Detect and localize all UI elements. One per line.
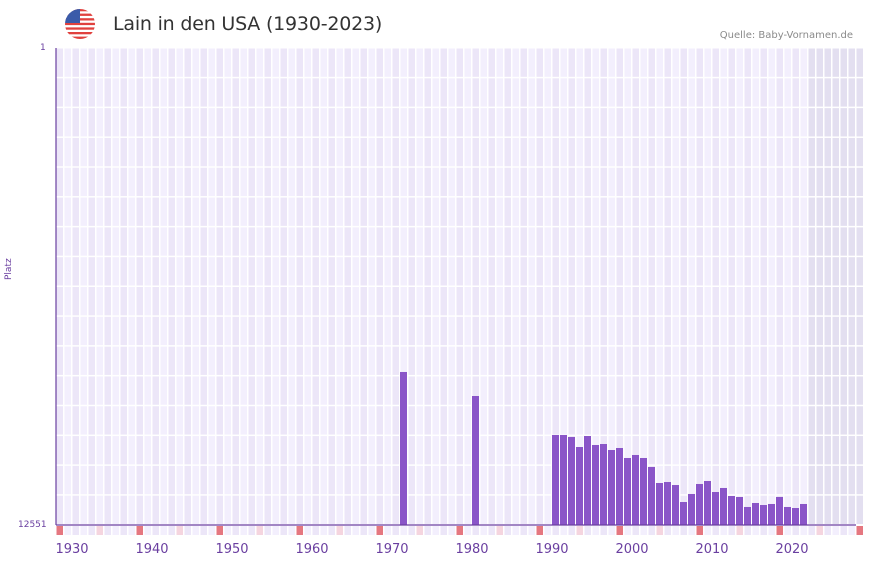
x-tick-1990: 1990: [535, 542, 569, 557]
x-tick-1960: 1960: [295, 542, 329, 557]
bar-2015[interactable]: [736, 496, 743, 525]
bar-2007[interactable]: [672, 485, 679, 525]
bar-2001[interactable]: [624, 457, 631, 525]
bar-2012[interactable]: [712, 492, 719, 525]
bar-2004[interactable]: [648, 466, 655, 525]
x-tick-1930: 1930: [55, 542, 89, 557]
us-flag-icon: [65, 9, 95, 39]
bar-2006[interactable]: [664, 482, 671, 525]
chart-title: Lain in den USA (1930-2023): [113, 13, 383, 35]
x-tick-1980: 1980: [455, 542, 489, 557]
bar-2017[interactable]: [752, 502, 759, 525]
bar-2021[interactable]: [784, 506, 791, 525]
bar-1999[interactable]: [608, 450, 615, 525]
bar-2002[interactable]: [632, 454, 639, 525]
bar-2018[interactable]: [760, 505, 767, 525]
x-tick-1950: 1950: [215, 542, 249, 557]
bar-2008[interactable]: [680, 502, 687, 525]
bar-1982[interactable]: [472, 396, 479, 525]
bar-2016[interactable]: [744, 506, 751, 525]
bar-1992[interactable]: [552, 434, 559, 525]
bar-1998[interactable]: [600, 444, 607, 525]
x-tick-1940: 1940: [135, 542, 169, 557]
bar-2014[interactable]: [728, 495, 735, 525]
bar-2009[interactable]: [688, 493, 695, 525]
bar-1995[interactable]: [576, 447, 583, 525]
x-tick-2020: 2020: [775, 542, 809, 557]
bar-2011[interactable]: [704, 480, 711, 525]
x-tick-2000: 2000: [615, 542, 649, 557]
bar-2005[interactable]: [656, 483, 663, 525]
source-credit: Quelle: Baby-Vornamen.de: [719, 30, 853, 41]
bar-1994[interactable]: [568, 437, 575, 525]
x-tick-2010: 2010: [695, 542, 729, 557]
y-tick-top: 1: [40, 43, 46, 53]
bar-2003[interactable]: [640, 457, 647, 525]
bar-1996[interactable]: [584, 435, 591, 525]
bar-2010[interactable]: [696, 483, 703, 525]
bar-2023[interactable]: [800, 503, 807, 525]
bar-1973[interactable]: [400, 371, 407, 525]
bar-2020[interactable]: [776, 496, 783, 525]
bar-2000[interactable]: [616, 447, 623, 525]
bar-2022[interactable]: [792, 508, 799, 525]
bar-2019[interactable]: [768, 503, 775, 525]
bar-1993[interactable]: [560, 434, 567, 525]
bar-2013[interactable]: [720, 487, 727, 525]
bar-1997[interactable]: [592, 444, 599, 525]
x-tick-1970: 1970: [375, 542, 409, 557]
y-tick-bottom: 12551: [18, 520, 47, 530]
